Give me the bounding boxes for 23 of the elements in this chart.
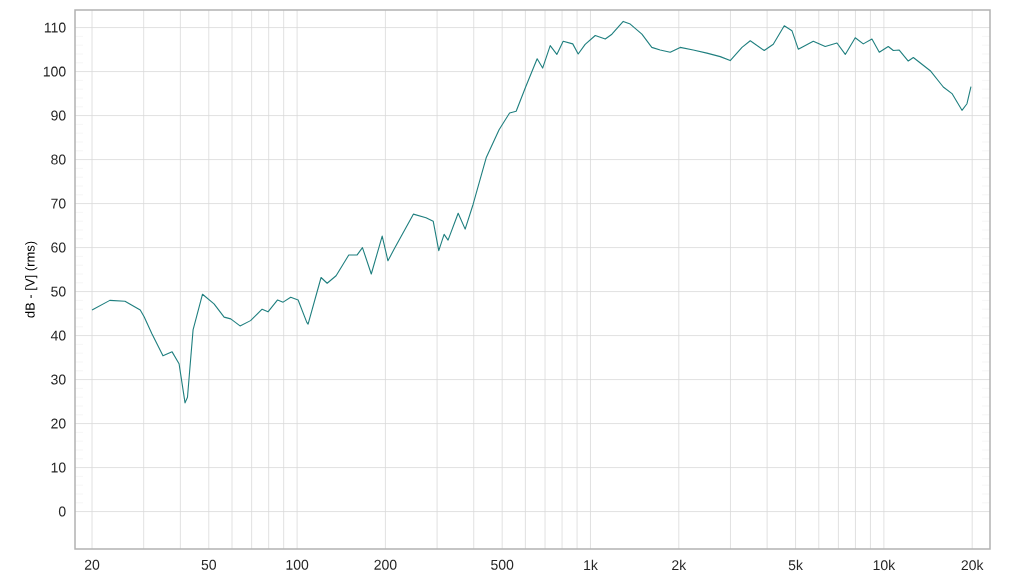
y-tick-label: 100 [43, 66, 66, 77]
y-tick-label: 50 [51, 286, 66, 297]
x-tick-label: 500 [491, 559, 514, 570]
x-tick-label: 1k [584, 559, 598, 570]
y-tick-label: 60 [51, 242, 66, 253]
x-tick-label: 10k [873, 559, 896, 571]
y-tick-label: 90 [51, 110, 66, 121]
y-tick-label: 10 [51, 462, 66, 473]
x-tick-label: 2k [672, 559, 687, 570]
x-tick-label: 20k [961, 559, 984, 571]
y-tick-label: 20 [51, 418, 66, 429]
y-tick-label: 70 [51, 198, 66, 209]
y-tick-label: 30 [51, 374, 66, 385]
y-tick-label: 0 [58, 506, 66, 517]
x-tick-label: 20 [84, 559, 100, 570]
x-tick-label: 200 [374, 559, 397, 570]
x-tick-label: 50 [201, 559, 217, 570]
x-tick-label: 100 [286, 559, 309, 570]
y-tick-label: 80 [51, 154, 66, 165]
y-tick-label: 110 [44, 22, 66, 33]
y-axis-title: dB - [V] (rms) [25, 241, 38, 318]
x-tick-label: 5k [788, 559, 803, 571]
y-tick-label: 40 [50, 330, 66, 341]
